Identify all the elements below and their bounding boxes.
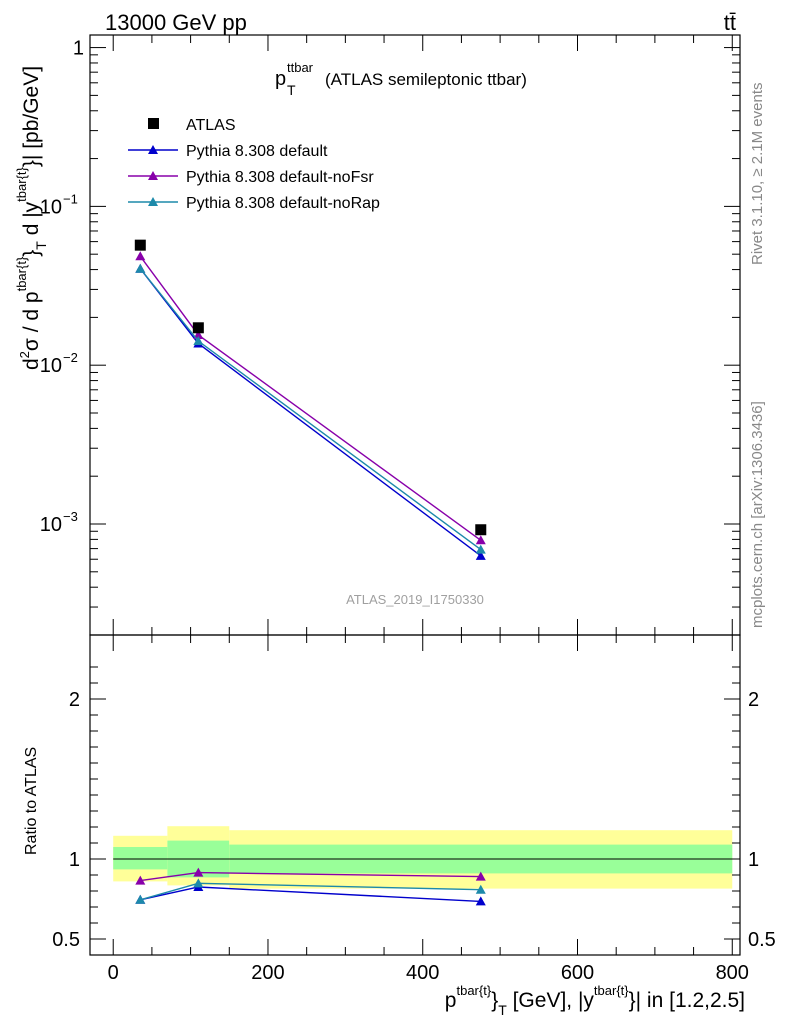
legend-label: Pythia 8.308 default-noFsr bbox=[186, 169, 374, 186]
main-y-tick-label: 10 bbox=[40, 355, 62, 377]
main-y-axis-label: d2σ / d ptbar{t}}T d |ytbar{t}}| [pb/GeV… bbox=[14, 66, 49, 370]
legend-label: Pythia 8.308 default-noRap bbox=[186, 195, 380, 212]
x-tick-label: 0 bbox=[108, 962, 119, 984]
mc-series-point bbox=[135, 263, 146, 273]
ratio-series-point bbox=[475, 896, 486, 906]
ratio-series-point bbox=[475, 884, 486, 894]
mc-series-point bbox=[193, 329, 204, 339]
ratio-series-point bbox=[135, 894, 146, 904]
ratio-y-tick-label-right: 0.5 bbox=[748, 929, 776, 951]
ratio-frame bbox=[89, 634, 741, 956]
rivet-version-label: Rivet 3.1.10, ≥ 2.1M events bbox=[749, 83, 766, 266]
legend-marker bbox=[148, 171, 158, 180]
mc-series-point bbox=[475, 550, 486, 560]
x-tick-label: 400 bbox=[406, 962, 439, 984]
main-y-tick-label: 1 bbox=[73, 38, 84, 60]
main-title: p ttbar T (ATLAS semileptonic ttbar) bbox=[275, 60, 527, 98]
ratio-y-tick-label-right: 1 bbox=[748, 849, 759, 871]
ratio-series-point bbox=[193, 867, 204, 877]
x-tick-label: 200 bbox=[251, 962, 284, 984]
legend-label-atlas: ATLAS bbox=[186, 117, 236, 134]
legend-marker bbox=[148, 197, 158, 206]
x-tick-label: 800 bbox=[716, 962, 749, 984]
ratio-y-axis-label: Ratio to ATLAS bbox=[23, 747, 40, 855]
main-y-tick-label: 10 bbox=[40, 514, 62, 536]
analysis-watermark: ATLAS_2019_I1750330 bbox=[346, 592, 484, 607]
main-title-text: (ATLAS semileptonic ttbar) bbox=[325, 70, 527, 89]
main-y-tick-exponent: −2 bbox=[63, 350, 78, 365]
legend-label: Pythia 8.308 default bbox=[186, 143, 328, 160]
mc-series-point bbox=[475, 535, 486, 545]
legend: ATLAS Pythia 8.308 default Pythia 8.308 de… bbox=[128, 117, 380, 212]
ratio-stat-band bbox=[113, 847, 168, 870]
legend-marker-atlas bbox=[148, 118, 159, 129]
header-process-label: tt̄ bbox=[724, 10, 736, 35]
x-tick-label: 600 bbox=[561, 962, 594, 984]
atlas-data-point bbox=[134, 239, 146, 251]
mc-series-point bbox=[193, 336, 204, 346]
main-y-tick-exponent: −3 bbox=[63, 509, 78, 524]
mc-series-line bbox=[139, 268, 482, 557]
ratio-y-tick-label-right: 2 bbox=[748, 689, 759, 711]
header-energy-label: 13000 GeV pp bbox=[105, 10, 247, 35]
mc-series-line bbox=[139, 255, 482, 541]
main-title-subscript: T bbox=[287, 82, 296, 98]
x-axis-label: ptbar{t}}T [GeV], |ytbar{t}}| in [1.2,2.… bbox=[445, 983, 745, 1018]
svg-text:d2σ / d ptbar{t}}T d |ytbar{t: d2σ / d ptbar{t}}T d |ytbar{t}}| [pb/GeV… bbox=[14, 66, 49, 370]
legend-marker bbox=[148, 145, 158, 154]
ratio-series-point bbox=[193, 878, 204, 888]
ratio-y-tick-label: 2 bbox=[69, 689, 80, 711]
main-y-tick-label: 10 bbox=[40, 196, 62, 218]
ratio-series-point bbox=[135, 875, 146, 885]
svg-text:ptbar{t}}T [GeV], |ytbar{t}}|: ptbar{t}}T [GeV], |ytbar{t}}| in [1.2,2.… bbox=[445, 983, 745, 1018]
mc-series-point bbox=[135, 251, 146, 261]
atlas-data-point bbox=[475, 524, 487, 536]
main-title-symbol: p bbox=[275, 68, 286, 90]
ratio-y-tick-label: 1 bbox=[69, 849, 80, 871]
mc-series-point bbox=[475, 544, 486, 554]
ratio-y-tick-label: 0.5 bbox=[52, 929, 80, 951]
main-title-superscript: ttbar bbox=[287, 60, 314, 75]
mc-series-line bbox=[139, 268, 482, 551]
atlas-data-point bbox=[192, 322, 204, 334]
ratio-panel: 0 200 400 600 800 0.5 0.5 1 1 2 2 bbox=[52, 634, 776, 984]
mcplots-reference-label: mcplots.cern.ch [arXiv:1306.3436] bbox=[749, 401, 766, 628]
main-y-tick-exponent: −1 bbox=[63, 191, 78, 206]
main-panel: 10 −310 −210 −11 bbox=[40, 34, 741, 636]
ratio-series-point bbox=[475, 871, 486, 881]
